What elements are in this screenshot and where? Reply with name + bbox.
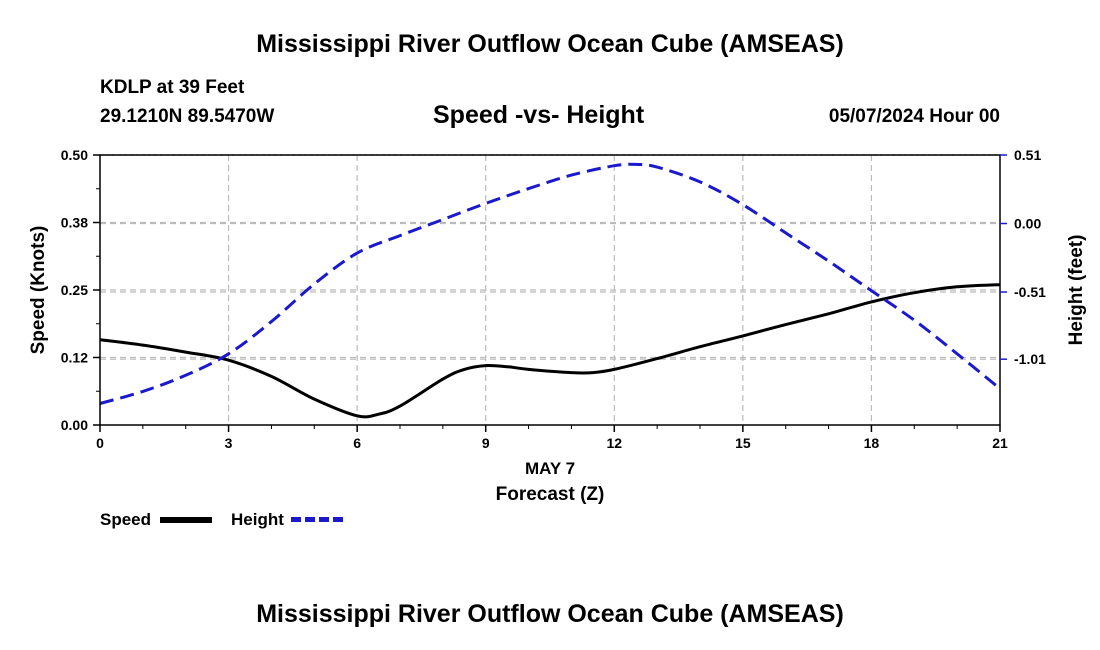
x-tick-label: 3: [225, 435, 233, 451]
station-label: KDLP at 39 Feet: [100, 77, 245, 98]
footer-title: Mississippi River Outflow Ocean Cube (AM…: [256, 600, 844, 628]
y2-tick-label: -1.01: [1014, 351, 1046, 367]
height-series-line: [99, 162, 1001, 405]
y2-tick-label: -0.51: [1014, 284, 1046, 300]
legend-speed-swatch: [160, 517, 212, 523]
y2-axis-label: Height (feet): [1066, 235, 1087, 346]
x-tick-label: 12: [606, 435, 622, 451]
x-tick-label: 15: [735, 435, 751, 451]
y-tick-label: 0.50: [61, 147, 88, 163]
chart-title: Mississippi River Outflow Ocean Cube (AM…: [256, 30, 844, 58]
y-tick-label: 0.00: [61, 417, 88, 433]
x-tick-label: 21: [992, 435, 1008, 451]
x-tick-label: 18: [864, 435, 880, 451]
x-axis-label: Forecast (Z): [496, 484, 605, 505]
series-layer: [99, 162, 1001, 419]
station-coords: 29.1210N 89.5470W: [100, 106, 275, 127]
chart-subtitle: Speed -vs- Height: [433, 101, 645, 129]
x-tick-label: 9: [482, 435, 490, 451]
y-axis-label: Speed (Knots): [28, 226, 49, 355]
grid-lines: [100, 154, 1000, 425]
y2-tick-label: 0.00: [1014, 216, 1041, 232]
axis-ticks: 0 3 6 9 12 15 18 21 0.00 0.12 0.25 0.38 0.50 0.51 0.00…: [61, 147, 1046, 451]
y-tick-label: 0.38: [61, 215, 88, 231]
x-tick-label: 0: [96, 435, 104, 451]
legend-height-label: Height: [231, 510, 284, 529]
y2-tick-label: 0.51: [1014, 147, 1041, 163]
legend-speed-label: Speed: [100, 510, 152, 529]
speed-series-line: [99, 283, 1001, 419]
x-axis-date-label: MAY 7: [525, 459, 575, 478]
forecast-datetime: 05/07/2024 Hour 00: [828, 106, 1000, 127]
y-tick-label: 0.12: [61, 350, 88, 366]
x-tick-label: 6: [353, 435, 361, 451]
legend-height-swatch: [291, 517, 343, 522]
y-tick-label: 0.25: [61, 282, 88, 298]
